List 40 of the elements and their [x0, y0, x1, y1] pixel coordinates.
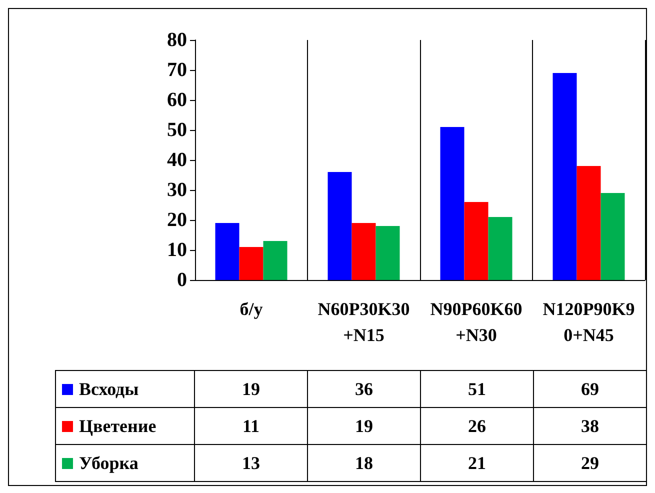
x-tick-label: N120P90K90+N45: [542, 299, 635, 345]
legend-label: Уборка: [56, 444, 194, 482]
x-tick-label: б/у: [240, 299, 263, 319]
data-label: 69: [534, 370, 646, 408]
bar: [552, 73, 577, 280]
bar: [328, 172, 352, 280]
y-tick-label: 40: [167, 149, 187, 171]
data-label: 11: [194, 408, 308, 444]
bar: [488, 217, 512, 280]
x-tick-label: N60P30K30+N15: [318, 299, 410, 345]
bar: [576, 166, 601, 280]
data-label: 36: [308, 370, 420, 408]
bar: [440, 127, 464, 280]
y-tick-label: 20: [167, 209, 187, 231]
y-tick-label: 0: [177, 269, 187, 291]
legend-label: Цветение: [56, 408, 194, 444]
data-label: 18: [308, 444, 420, 482]
y-tick-label: 10: [167, 239, 187, 261]
data-label: 19: [194, 370, 308, 408]
data-label: 38: [534, 408, 646, 444]
bar: [376, 226, 400, 280]
bar: [352, 223, 376, 280]
data-label: 13: [194, 444, 308, 482]
bar: [464, 202, 488, 280]
bar: [600, 193, 625, 280]
data-label: 51: [420, 370, 534, 408]
legend-label: Всходы: [56, 370, 194, 408]
data-label: 26: [420, 408, 534, 444]
bar: [239, 247, 264, 280]
bar: [263, 241, 288, 280]
y-tick-label: 50: [167, 119, 187, 141]
data-label: 29: [534, 444, 646, 482]
y-tick-label: 80: [167, 29, 187, 51]
data-label: 19: [308, 408, 420, 444]
y-tick-label: 70: [167, 59, 187, 81]
bar: [215, 223, 240, 280]
y-tick-label: 30: [167, 179, 187, 201]
x-tick-label: N90P60K60+N30: [430, 299, 522, 345]
y-tick-label: 60: [167, 89, 187, 111]
data-label: 21: [420, 444, 534, 482]
